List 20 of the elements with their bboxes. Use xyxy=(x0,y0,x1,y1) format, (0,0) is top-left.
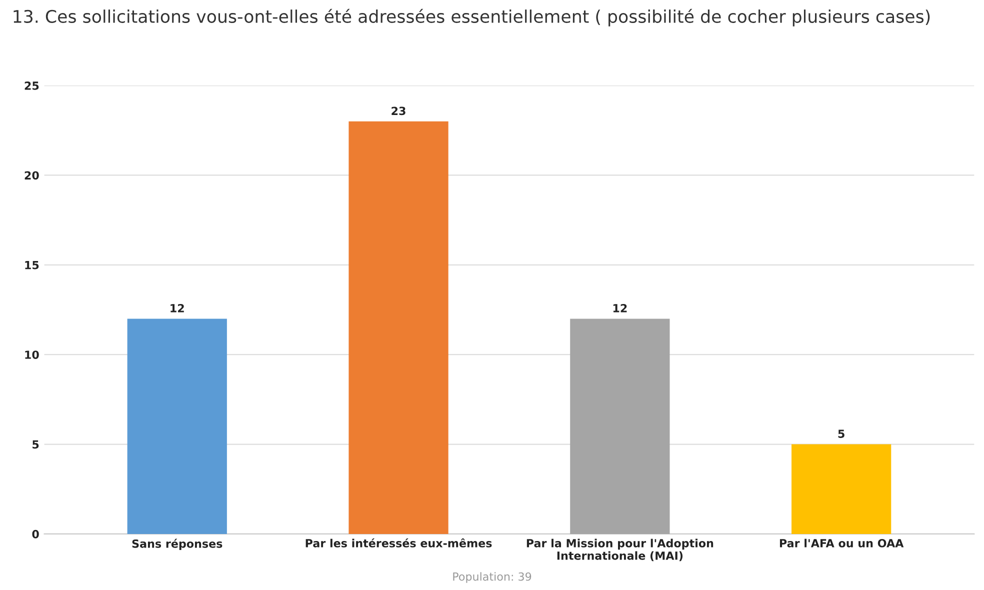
x-tick-label: Par l'AFA ou un OAA xyxy=(780,538,904,548)
x-tick-label: Sans réponses xyxy=(132,538,222,550)
data-label: 23 xyxy=(392,106,406,116)
y-tick-label: 10 xyxy=(25,350,39,359)
y-tick-label: 15 xyxy=(25,261,39,270)
y-tick-label: 25 xyxy=(24,82,39,90)
bar xyxy=(570,318,670,534)
bar xyxy=(348,121,448,534)
data-label: 12 xyxy=(613,304,627,312)
data-label: 5 xyxy=(838,430,844,438)
x-tick-label: Par la Mission pour l'Adoption Internationale (MAI) xyxy=(526,538,714,562)
bar xyxy=(127,318,227,534)
data-label: 12 xyxy=(170,304,184,312)
text: Population: 39 xyxy=(453,572,532,583)
y-tick-label: 20 xyxy=(24,171,39,180)
y-tick-label: 0 xyxy=(32,530,39,538)
chart-title: 13. Ces sollicitations vous-ont-elles été adressées essentiellement ( possibilité de cocher plusieurs cases) xyxy=(14,8,930,26)
y-tick-label: 5 xyxy=(32,440,39,449)
bar xyxy=(792,444,892,534)
x-tick-label: Par les intéressés eux-mêmes xyxy=(306,538,492,548)
